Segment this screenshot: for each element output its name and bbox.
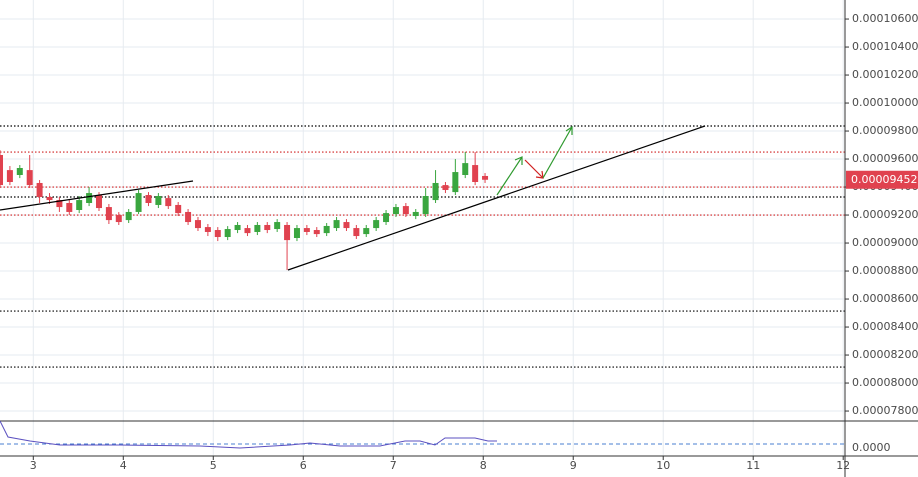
candle-body <box>46 196 53 201</box>
candle-body <box>6 170 13 182</box>
y-tick-label: 0.00007800 <box>852 404 918 417</box>
y-tick-label: 0.00009800 <box>852 124 918 137</box>
x-tick-label: 11 <box>746 459 760 472</box>
candle-body <box>194 220 201 229</box>
x-tick-label: 12 <box>836 459 850 472</box>
x-tick-label: 9 <box>570 459 577 472</box>
candle-body <box>343 222 350 229</box>
x-tick-label: 6 <box>300 459 307 472</box>
candle-body <box>303 228 310 232</box>
candle-body <box>432 182 439 201</box>
candle-body <box>363 228 370 235</box>
candle-body <box>86 193 93 203</box>
x-tick-label: 7 <box>390 459 397 472</box>
y-tick-label: 0.00010600 <box>852 12 918 25</box>
candle-body <box>76 200 83 210</box>
indicator-tick-label: 0.0000 <box>852 441 891 454</box>
candle-body <box>214 230 221 238</box>
candle-body <box>274 222 281 230</box>
candle-body <box>264 224 271 231</box>
candle-body <box>0 154 3 186</box>
arrow-head <box>565 125 573 135</box>
y-tick-label: 0.00009200 <box>852 208 918 221</box>
candle-body <box>472 165 479 182</box>
last-price-box <box>846 170 918 189</box>
candle-body <box>185 211 192 223</box>
candle-body <box>224 229 231 238</box>
candle-body <box>165 198 172 207</box>
trend-line <box>287 125 706 271</box>
candle-body <box>26 170 33 186</box>
y-tick-label: 0.00010200 <box>852 68 918 81</box>
y-tick-label: 0.00009600 <box>852 152 918 165</box>
candle-body <box>392 207 399 215</box>
candle-body <box>16 168 23 175</box>
y-tick-label: 0.00008800 <box>852 264 918 277</box>
candle-body <box>244 228 251 234</box>
x-tick-label: 4 <box>120 459 127 472</box>
last-price-label: 0.00009452 <box>851 173 917 186</box>
candle-body <box>145 195 152 203</box>
candle-body <box>353 228 360 237</box>
y-tick-label: 0.00010400 <box>852 40 918 53</box>
candle-body <box>155 196 162 205</box>
y-tick-label: 0.00008400 <box>852 320 918 333</box>
x-tick-label: 8 <box>480 459 487 472</box>
y-tick-label: 0.00008000 <box>852 376 918 389</box>
candle-body <box>402 206 409 215</box>
candle-body <box>36 182 43 197</box>
candle-body <box>66 203 73 212</box>
candle-body <box>313 230 320 235</box>
y-tick-label: 0.00008600 <box>852 292 918 305</box>
drawings <box>0 125 706 271</box>
x-tick-label: 5 <box>210 459 217 472</box>
candle-body <box>115 215 122 223</box>
arrow-head <box>514 156 523 165</box>
candle-body <box>412 211 419 217</box>
candle-body <box>323 225 330 234</box>
candle-body <box>56 200 63 208</box>
x-tick-label: 3 <box>30 459 37 472</box>
candle-body <box>125 211 132 221</box>
candle-body <box>333 220 340 229</box>
candle-body <box>462 163 469 175</box>
axes: 3 4 5 6 7 8 9 10 11 12 0.00007800 0.00008000 0.00008… <box>30 12 918 472</box>
arrow-up <box>542 126 573 179</box>
grid <box>0 0 845 456</box>
candles <box>0 150 489 271</box>
candle-body <box>373 220 380 229</box>
candle-body <box>95 195 102 209</box>
candle-body <box>234 224 241 231</box>
candle-body <box>105 207 112 221</box>
candle-body <box>482 175 489 180</box>
candle-body <box>293 228 300 238</box>
arrow-up <box>496 156 523 196</box>
candle-body <box>254 224 261 232</box>
candle-body <box>284 224 291 241</box>
candle-body <box>383 213 390 223</box>
candle-body <box>135 193 142 212</box>
y-tick-label: 0.00009000 <box>852 236 918 249</box>
indicator-line <box>0 420 497 449</box>
candle-body <box>175 204 182 214</box>
candle-body <box>442 185 449 190</box>
y-tick-label: 0.00010000 <box>852 96 918 109</box>
candle-body <box>204 227 211 232</box>
arrow-down <box>524 159 544 179</box>
x-tick-label: 10 <box>656 459 670 472</box>
candle-body <box>452 172 459 193</box>
y-tick-label: 0.00008200 <box>852 348 918 361</box>
candle-body <box>422 196 429 215</box>
trend-line <box>0 180 194 211</box>
